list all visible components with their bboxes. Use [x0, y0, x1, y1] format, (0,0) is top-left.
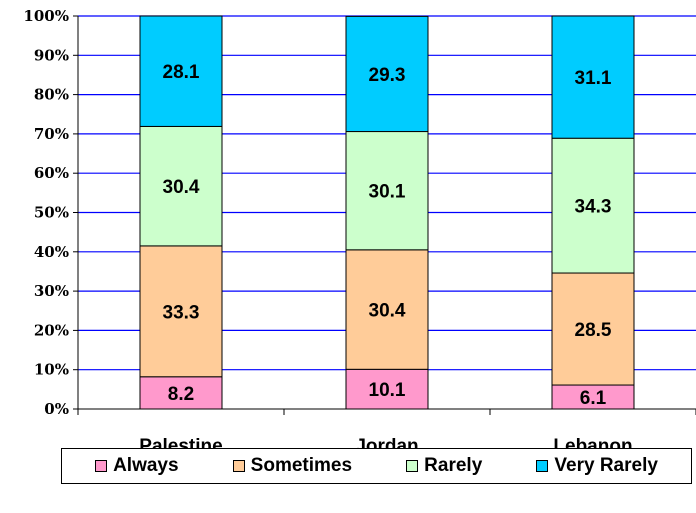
bar-segment — [551, 137, 635, 274]
data-label: 28.5 — [575, 320, 612, 341]
bar-segment — [345, 368, 429, 410]
data-label: 33.3 — [163, 302, 200, 323]
legend-item-always[interactable]: Always — [95, 455, 179, 477]
data-label: 28.1 — [163, 62, 200, 83]
data-label: 30.4 — [163, 177, 200, 198]
bar-segment — [551, 272, 635, 386]
data-label: 30.4 — [369, 301, 406, 322]
bars — [139, 15, 635, 410]
y-tick-label: 80% — [34, 86, 69, 104]
y-tick-labels: 0% 10% 20% 30% 40% 50% 60% 70% 80% 90% 100% — [23, 7, 69, 418]
y-tick-label: 20% — [34, 321, 69, 339]
legend-item-very-rarely[interactable]: Very Rarely — [536, 455, 658, 477]
bar-segment — [345, 249, 429, 370]
legend-item-rarely[interactable]: Rarely — [406, 455, 482, 477]
y-tick-label: 40% — [34, 243, 69, 261]
legend: Always Sometimes Rarely Very Rarely — [61, 448, 692, 484]
legend-swatch-always — [95, 460, 108, 472]
legend-swatch-very-rarely — [536, 460, 549, 472]
legend-swatch-sometimes — [232, 460, 245, 472]
bar-segment — [551, 15, 635, 139]
bar-segment — [139, 245, 223, 378]
y-tick-label: 50% — [34, 204, 69, 222]
y-tick-label: 10% — [34, 361, 69, 379]
y-tick-label: 0% — [44, 400, 69, 418]
bar-segment — [139, 125, 223, 247]
y-tick-label: 30% — [34, 282, 69, 300]
y-tick-label: 60% — [34, 164, 69, 182]
data-label: 34.3 — [575, 197, 612, 218]
y-tick-label: 90% — [34, 46, 69, 64]
bar-segment — [345, 131, 429, 251]
legend-label-sometimes: Sometimes — [250, 455, 353, 476]
data-label: 31.1 — [575, 68, 612, 89]
data-labels: 8.2 33.3 30.4 28.1 10.1 30.4 30.1 29.3 6.1 28.5 34… — [163, 62, 612, 409]
axes — [73, 15, 696, 415]
legend-label-rarely: Rarely — [424, 455, 483, 476]
data-label: 29.3 — [369, 65, 406, 86]
bar-segment — [345, 15, 429, 133]
legend-label-always: Always — [113, 455, 179, 476]
data-label: 30.1 — [369, 182, 406, 203]
data-label: 8.2 — [168, 384, 194, 405]
data-label: 10.1 — [369, 380, 406, 401]
bar-segment — [139, 15, 223, 127]
legend-label-very-rarely: Very Rarely — [554, 455, 658, 476]
legend-swatch-rarely — [406, 460, 419, 472]
y-tick-label: 70% — [34, 125, 69, 143]
y-tick-label: 100% — [23, 7, 69, 25]
legend-item-sometimes[interactable]: Sometimes — [232, 455, 353, 477]
data-label: 6.1 — [580, 388, 607, 409]
